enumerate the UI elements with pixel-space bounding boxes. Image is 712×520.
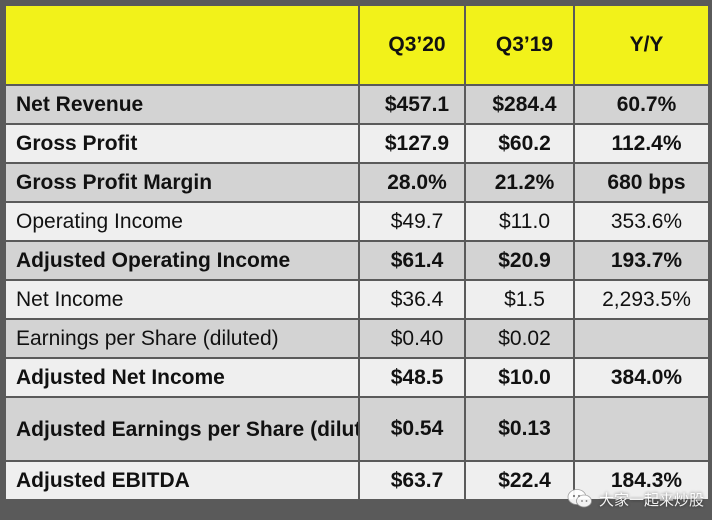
- watermark-text: 大家一起来炒股: [598, 490, 704, 509]
- row-label: Operating Income: [6, 203, 358, 240]
- header-yy: Y/Y: [575, 6, 708, 84]
- row-adjusted-ebitda: Adjusted EBITDA $63.7 $22.4 184.3%: [6, 462, 708, 499]
- cell-yy: 384.0%: [575, 359, 708, 396]
- row-eps-diluted: Earnings per Share (diluted) $0.40 $0.02: [6, 320, 708, 357]
- cell-yy: 193.7%: [575, 242, 708, 279]
- row-label: Gross Profit: [6, 125, 358, 162]
- cell-q3-20: $36.4: [360, 281, 464, 318]
- row-label: Adjusted Net Income: [6, 359, 358, 396]
- cell-q3-19: $1.5: [466, 281, 573, 318]
- cell-q3-20: $48.5: [360, 359, 464, 396]
- watermark: 大家一起来炒股: [567, 488, 704, 510]
- header-q3-19: Q3’19: [466, 6, 573, 84]
- cell-q3-19: $0.13: [466, 398, 573, 460]
- cell-yy: 2,293.5%: [575, 281, 708, 318]
- cell-q3-20: $0.54: [360, 398, 464, 460]
- header-row: Q3’20 Q3’19 Y/Y: [6, 6, 708, 84]
- cell-yy: 184.3%: [575, 462, 708, 499]
- cell-q3-19: $11.0: [466, 203, 573, 240]
- row-gross-profit-margin: Gross Profit Margin 28.0% 21.2% 680 bps: [6, 164, 708, 201]
- row-adjusted-eps-diluted: Adjusted Earnings per Share (diluted) $0…: [6, 398, 708, 460]
- cell-q3-19: 21.2%: [466, 164, 573, 201]
- row-label: Adjusted Earnings per Share (diluted): [6, 398, 358, 460]
- cell-yy: 60.7%: [575, 86, 708, 123]
- row-label: Gross Profit Margin: [6, 164, 358, 201]
- cell-q3-19: $20.9: [466, 242, 573, 279]
- cell-q3-20: $457.1: [360, 86, 464, 123]
- cell-q3-19: $60.2: [466, 125, 573, 162]
- cell-q3-20: $49.7: [360, 203, 464, 240]
- cell-q3-20: $61.4: [360, 242, 464, 279]
- cell-q3-20: $63.7: [360, 462, 464, 499]
- cell-yy: [575, 320, 708, 357]
- cell-q3-19: $22.4: [466, 462, 573, 499]
- row-gross-profit: Gross Profit $127.9 $60.2 112.4%: [6, 125, 708, 162]
- row-adjusted-operating-income: Adjusted Operating Income $61.4 $20.9 19…: [6, 242, 708, 279]
- row-adjusted-net-income: Adjusted Net Income $48.5 $10.0 384.0%: [6, 359, 708, 396]
- cell-q3-20: $0.40: [360, 320, 464, 357]
- cell-q3-20: 28.0%: [360, 164, 464, 201]
- row-operating-income: Operating Income $49.7 $11.0 353.6%: [6, 203, 708, 240]
- cell-q3-19: $0.02: [466, 320, 573, 357]
- chat-bubbles-icon: [567, 489, 592, 508]
- cell-yy: 353.6%: [575, 203, 708, 240]
- cell-yy: 680 bps: [575, 164, 708, 201]
- row-label: Adjusted Operating Income: [6, 242, 358, 279]
- row-label: Adjusted EBITDA: [6, 462, 358, 499]
- row-label: Earnings per Share (diluted): [6, 320, 358, 357]
- row-label: Net Income: [6, 281, 358, 318]
- row-label: Net Revenue: [6, 86, 358, 123]
- header-q3-20: Q3’20: [360, 6, 464, 84]
- cell-q3-19: $284.4: [466, 86, 573, 123]
- cell-yy: [575, 398, 708, 460]
- financial-summary-table: Q3’20 Q3’19 Y/Y Net Revenue $457.1 $284.…: [4, 4, 710, 501]
- row-net-income: Net Income $36.4 $1.5 2,293.5%: [6, 281, 708, 318]
- cell-q3-20: $127.9: [360, 125, 464, 162]
- row-net-revenue: Net Revenue $457.1 $284.4 60.7%: [6, 86, 708, 123]
- cell-q3-19: $10.0: [466, 359, 573, 396]
- header-label-cell: [6, 6, 358, 84]
- cell-yy: 112.4%: [575, 125, 708, 162]
